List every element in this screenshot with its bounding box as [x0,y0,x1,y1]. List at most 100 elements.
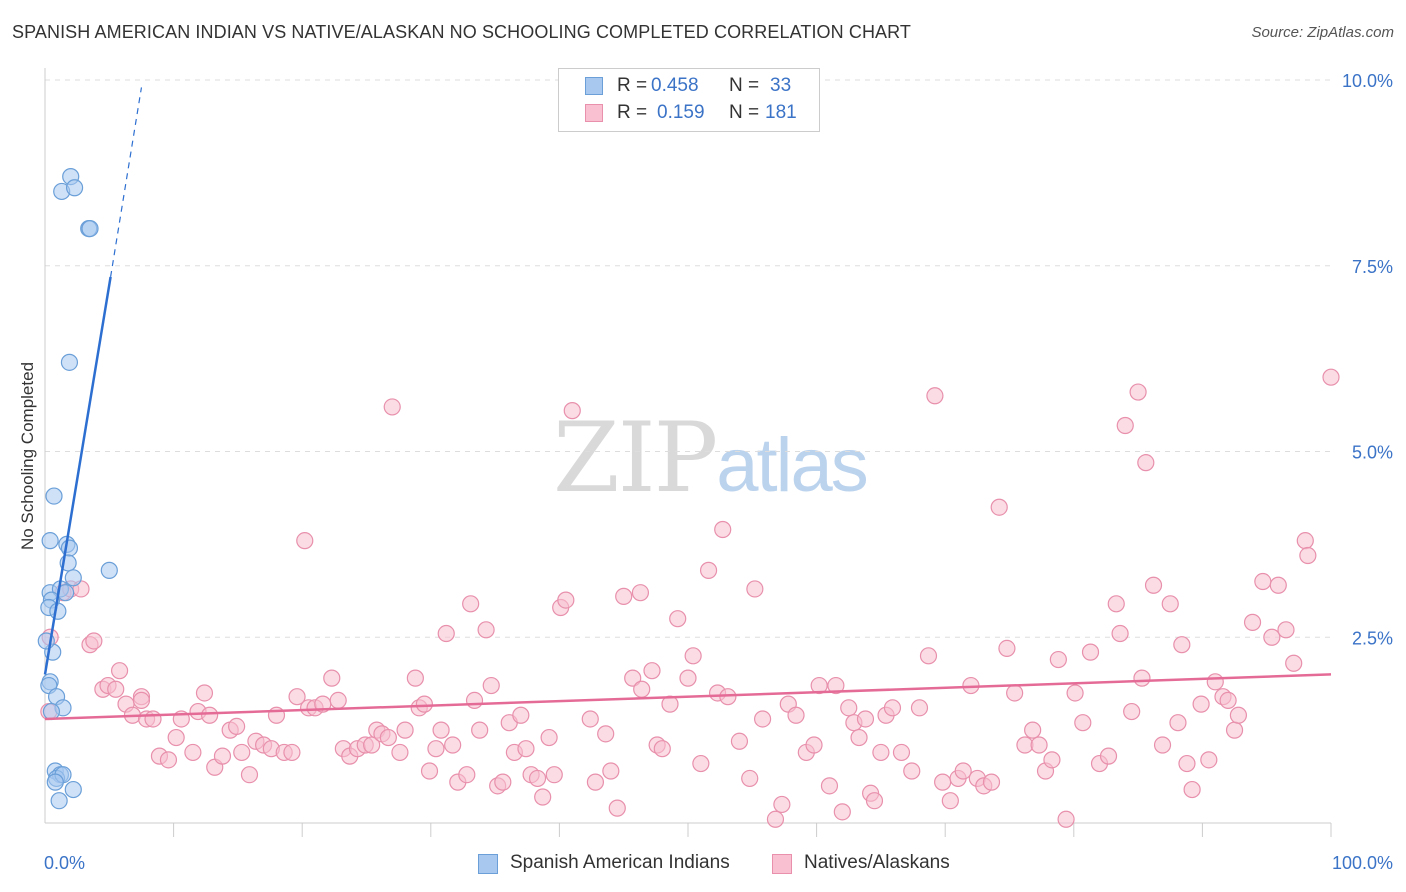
natives-alaskans-point [1200,751,1218,769]
bottom-legend-label: Spanish American Indians [510,852,730,873]
natives-alaskans-point [746,580,764,598]
natives-alaskans-point [883,699,902,717]
natives-alaskans-point [383,398,401,416]
natives-alaskans-point [563,402,581,420]
natives-alaskans-point [1277,621,1295,639]
natives-alaskans-point [540,728,558,747]
y-tick-label: 2.5% [1352,628,1393,648]
natives-alaskans-point [1043,751,1061,769]
natives-alaskans-point [1153,736,1172,754]
natives-alaskans-point [840,699,858,717]
natives-alaskans-point [462,595,480,613]
natives-alaskans-point [714,520,732,539]
bottom-legend-swatch-pink [772,854,792,874]
natives-alaskans-point [323,669,341,687]
natives-alaskans-point [144,710,162,728]
natives-alaskans-point [184,743,202,762]
natives-alaskans-point [1173,636,1191,654]
natives-alaskans-point [1263,628,1281,646]
natives-alaskans-point [132,691,151,710]
natives-alaskans-point [1206,673,1224,691]
natives-alaskans-point [195,684,214,702]
spanish-american-indians-point [42,702,61,721]
spanish-american-indians-point [45,487,63,505]
watermark-atlas: atlas [716,423,869,508]
legend-r-value: 0.159 [657,102,705,123]
natives-alaskans-point [1081,643,1100,661]
spanish-american-indians-trendline [43,276,112,675]
natives-alaskans-point [228,717,246,736]
natives-alaskans-point [602,762,620,780]
natives-alaskans-point [699,561,718,579]
natives-alaskans-point [1243,613,1262,631]
natives-alaskans-trendline [44,673,1332,721]
natives-alaskans-point [1057,810,1075,828]
natives-alaskans-point [534,788,552,806]
spanish-american-indians-point [65,179,84,197]
natives-alaskans-point [396,721,414,739]
natives-alaskans-point [954,762,972,780]
natives-alaskans-point [444,736,462,754]
spanish-american-indians-point [41,532,59,550]
natives-alaskans-point [692,754,710,773]
spanish-american-indians-trendline-extension [109,87,143,277]
natives-alaskans-point [1129,383,1147,401]
natives-alaskans-point [1254,572,1272,591]
natives-alaskans-point [608,799,626,817]
legend-r-label: R = [617,75,648,96]
natives-alaskans-point [482,676,500,695]
natives-alaskans-point [1024,721,1042,739]
natives-alaskans-point [288,688,306,706]
source-label: Source: ZipAtlas.com [1251,24,1394,41]
natives-alaskans-point [1133,669,1151,687]
natives-alaskans-point [741,769,759,788]
natives-alaskans-point [415,695,433,713]
legend-n-label: N = [729,102,760,123]
natives-alaskans-point [545,766,563,784]
natives-alaskans-point [615,587,633,605]
natives-alaskans-point [919,647,938,665]
natives-alaskans-point [201,706,219,724]
natives-alaskans-point [773,795,791,814]
natives-alaskans-point [730,732,749,750]
natives-alaskans-point [107,680,125,698]
natives-alaskans-point [990,498,1008,516]
y-tick-label: 5.0% [1352,443,1393,463]
spanish-american-indians-point [64,780,82,799]
watermark-zip: ZIP [553,402,718,514]
natives-alaskans-point [669,610,687,628]
legend-n-label: N = [729,75,760,96]
natives-alaskans-point [643,662,661,680]
natives-alaskans-point [1030,736,1048,754]
natives-alaskans-point [437,624,455,643]
natives-alaskans-point [283,743,301,762]
natives-alaskans-point [805,736,823,754]
natives-alaskans-point [934,773,952,791]
natives-alaskans-point [624,669,642,687]
natives-alaskans-point [1123,702,1141,721]
natives-alaskans-point [597,725,615,743]
natives-alaskans-point [465,691,484,710]
natives-alaskans-point [833,803,851,821]
natives-alaskans-point [1006,684,1024,702]
natives-alaskans-point [379,728,397,747]
natives-alaskans-point [1066,684,1084,702]
natives-alaskans-point [892,743,911,762]
natives-alaskans-point [872,743,890,762]
natives-alaskans-point [477,621,495,639]
natives-alaskans-point [329,691,347,710]
natives-alaskans-point [653,740,671,758]
spanish-american-indians-point [64,569,82,587]
natives-alaskans-point [1269,576,1287,594]
natives-alaskans-point [1049,650,1067,669]
natives-alaskans-point [159,751,178,769]
natives-alaskans-point [1219,691,1237,710]
natives-alaskans-point [517,740,535,758]
natives-alaskans-point [167,728,185,747]
natives-alaskans-point [998,639,1016,657]
spanish-american-indians-point [81,220,99,238]
natives-alaskans-point [1137,454,1155,472]
bottom-legend-swatch-blue [478,854,498,874]
natives-alaskans-point [865,792,884,810]
natives-alaskans-point [213,747,232,765]
